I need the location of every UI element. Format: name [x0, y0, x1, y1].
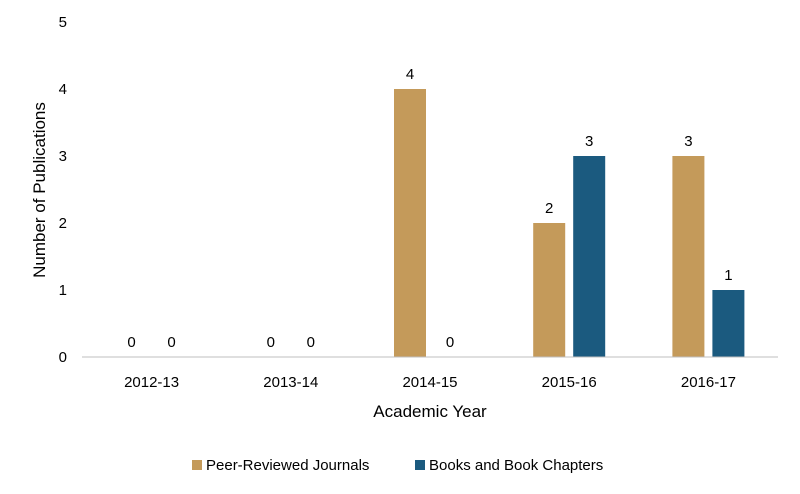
data-label: 1 — [724, 267, 732, 284]
data-label: 2 — [545, 200, 553, 217]
data-labels: 0 0 0 0 4 0 2 3 3 1 — [127, 66, 732, 351]
data-label: 3 — [585, 133, 593, 150]
x-tick-label: 2016-17 — [681, 374, 736, 391]
data-label: 0 — [167, 334, 175, 351]
y-tick-label: 1 — [59, 282, 67, 299]
y-tick-label: 4 — [59, 81, 67, 98]
data-label: 3 — [684, 133, 692, 150]
y-tick-label: 5 — [59, 14, 67, 31]
data-label: 0 — [127, 334, 135, 351]
bar — [712, 290, 745, 357]
x-tick-label: 2014-15 — [402, 374, 457, 391]
x-axis-ticks: 2012-13 2013-14 2014-15 2015-16 2016-17 — [124, 374, 736, 391]
data-label: 0 — [446, 334, 454, 351]
data-label: 0 — [307, 334, 315, 351]
y-tick-label: 2 — [59, 215, 67, 232]
bar — [394, 89, 426, 357]
legend-swatch — [415, 460, 425, 470]
legend: Peer-Reviewed Journals Books and Book Cha… — [192, 457, 603, 474]
x-axis-title: Academic Year — [373, 402, 487, 421]
y-tick-label: 3 — [59, 148, 67, 165]
y-tick-label: 0 — [59, 349, 67, 366]
legend-label: Books and Book Chapters — [429, 457, 603, 474]
y-axis-ticks: 0 1 2 3 4 5 — [59, 14, 67, 366]
bar — [672, 156, 705, 357]
legend-swatch — [192, 460, 202, 470]
x-tick-label: 2015-16 — [542, 374, 597, 391]
legend-label: Peer-Reviewed Journals — [206, 457, 369, 474]
y-axis-title: Number of Publications — [30, 102, 49, 278]
data-label: 0 — [267, 334, 275, 351]
data-label: 4 — [406, 66, 414, 83]
bar — [533, 223, 566, 357]
x-tick-label: 2012-13 — [124, 374, 179, 391]
x-tick-label: 2013-14 — [263, 374, 318, 391]
bar-groups — [394, 89, 745, 357]
bar — [573, 156, 606, 357]
